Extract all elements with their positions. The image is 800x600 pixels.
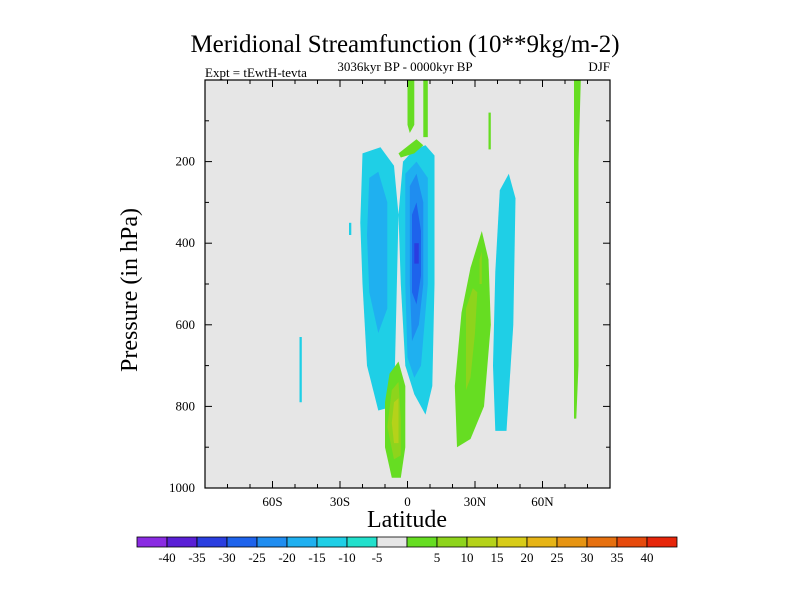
x-tick-label: 30N bbox=[464, 494, 487, 509]
colorbar-box bbox=[196, 536, 228, 548]
colorbar-box bbox=[436, 536, 468, 548]
colorbar-label: -35 bbox=[188, 550, 205, 565]
contour-region-sh-stripe-1 bbox=[299, 337, 302, 403]
colorbar bbox=[136, 536, 678, 548]
contour-region-sh-pos-core bbox=[391, 398, 399, 444]
plot-area bbox=[204, 79, 611, 489]
colorbar-label: -15 bbox=[308, 550, 325, 565]
contour-region-upper-green-2 bbox=[423, 80, 428, 138]
colorbar-box bbox=[256, 536, 288, 548]
period-label: 3036kyr BP - 0000kyr BP bbox=[337, 59, 472, 74]
colorbar-box bbox=[526, 536, 558, 548]
colorbar-label: -20 bbox=[278, 550, 295, 565]
y-tick-label: 1000 bbox=[169, 480, 195, 495]
colorbar-box bbox=[616, 536, 648, 548]
y-tick-label: 800 bbox=[176, 398, 196, 413]
x-tick-label: 0 bbox=[404, 494, 411, 509]
colorbar-label: -25 bbox=[248, 550, 265, 565]
colorbar-labels: -40 -35 -30 -25 -20 -15 -10 -5 5 10 15 20 25 30 35 40 bbox=[158, 550, 653, 565]
x-tick-labels: 60S 30S 0 30N 60N bbox=[262, 494, 554, 509]
y-tick-label: 400 bbox=[176, 235, 196, 250]
colorbar-label: 40 bbox=[641, 550, 654, 565]
colorbar-label: -40 bbox=[158, 550, 175, 565]
contour-region-nh-cell-outer bbox=[493, 173, 516, 431]
colorbar-label: 20 bbox=[521, 550, 534, 565]
contour-fills bbox=[299, 80, 581, 478]
colorbar-box bbox=[226, 536, 258, 548]
chart-title: Meridional Streamfunction (10**9kg/m-2) bbox=[190, 31, 619, 58]
y-tick-labels: 200 400 600 800 1000 bbox=[169, 154, 195, 495]
colorbar-box bbox=[136, 536, 168, 548]
x-axis-label: Latitude bbox=[367, 507, 447, 533]
contour-region-polar-green bbox=[574, 80, 581, 419]
y-axis-label: Pressure (in hPa) bbox=[117, 208, 143, 372]
colorbar-box bbox=[406, 536, 438, 548]
colorbar-box bbox=[496, 536, 528, 548]
colorbar-box bbox=[586, 536, 618, 548]
x-tick-label: 60N bbox=[531, 494, 554, 509]
colorbar-box bbox=[556, 536, 588, 548]
colorbar-box bbox=[316, 536, 348, 548]
y-tick-label: 600 bbox=[176, 317, 196, 332]
colorbar-label: -30 bbox=[218, 550, 235, 565]
y-tick-label: 200 bbox=[176, 154, 196, 169]
colorbar-box bbox=[466, 536, 498, 548]
colorbar-box bbox=[286, 536, 318, 548]
colorbar-label: 15 bbox=[491, 550, 504, 565]
colorbar-label: -10 bbox=[338, 550, 355, 565]
contour-region-nh-pos-inner bbox=[466, 288, 478, 391]
colorbar-label: 25 bbox=[551, 550, 564, 565]
colorbar-label: 5 bbox=[434, 550, 441, 565]
colorbar-box bbox=[646, 536, 678, 548]
experiment-label: Expt = tEwtH-tevta bbox=[205, 65, 307, 80]
contour-region-upper-green-3 bbox=[398, 139, 424, 158]
contour-region-sh-stripe-2 bbox=[349, 222, 352, 235]
contour-region-upper-green-1 bbox=[407, 80, 415, 133]
colorbar-box bbox=[376, 536, 408, 548]
contour-region-upper-green-4 bbox=[488, 112, 491, 150]
colorbar-label: 30 bbox=[581, 550, 594, 565]
x-tick-label: 60S bbox=[262, 494, 282, 509]
axis-ticks bbox=[204, 79, 611, 489]
contour-region-eq-cell-peak bbox=[414, 243, 419, 264]
colorbar-label: 35 bbox=[611, 550, 624, 565]
colorbar-label: 10 bbox=[461, 550, 474, 565]
colorbar-label: -5 bbox=[372, 550, 383, 565]
season-label: DJF bbox=[588, 59, 610, 74]
contour-region-nh-pos-stripe bbox=[479, 251, 482, 284]
colorbar-box bbox=[166, 536, 198, 548]
contour-region-sh-cell-inner bbox=[367, 171, 388, 333]
x-tick-label: 30S bbox=[330, 494, 350, 509]
colorbar-box bbox=[346, 536, 378, 548]
